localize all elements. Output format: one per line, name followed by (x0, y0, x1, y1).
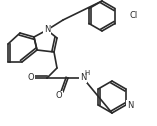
Text: O: O (56, 91, 62, 101)
Text: N: N (80, 73, 86, 83)
Text: N: N (127, 101, 133, 109)
Text: N: N (44, 25, 50, 35)
Text: Cl: Cl (130, 11, 138, 21)
Text: O: O (28, 73, 34, 83)
Text: H: H (84, 70, 90, 76)
